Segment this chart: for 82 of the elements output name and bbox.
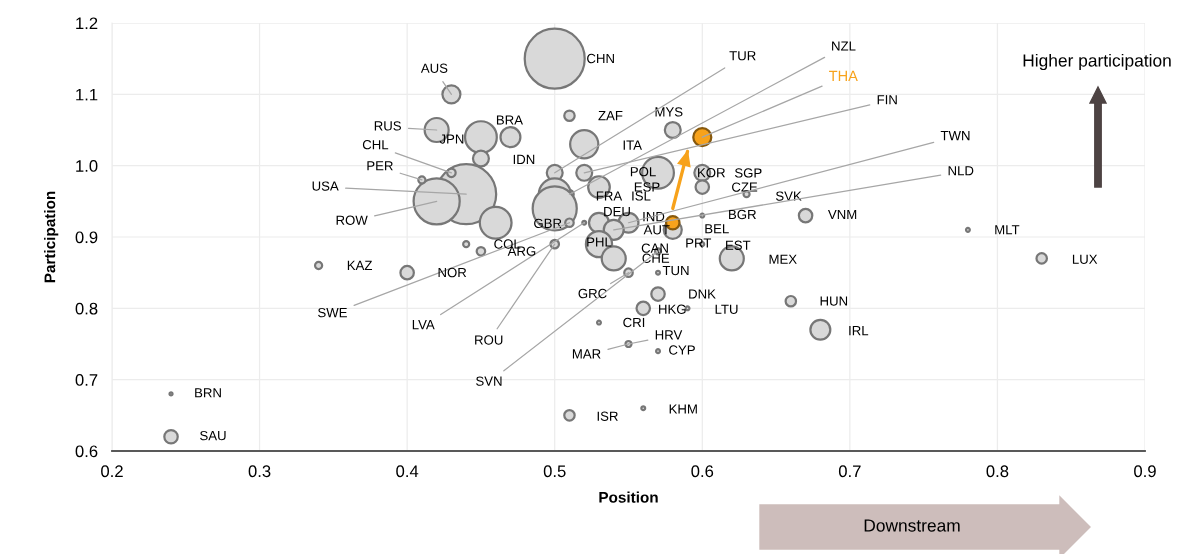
x-tick-label: 0.6 — [691, 465, 714, 478]
annotation: MEX — [769, 254, 797, 264]
annotation: FIN — [877, 95, 897, 105]
annotation: NZL — [832, 41, 856, 51]
annotation: SVK — [775, 191, 802, 201]
y-tick-label: 0.6 — [75, 445, 98, 458]
annotation: BGR — [729, 209, 756, 220]
x-tick-label: 0.5 — [543, 465, 566, 478]
annotation: GRC — [578, 288, 607, 299]
annotation: CHN — [587, 53, 614, 64]
annotation: CZE — [732, 182, 758, 192]
text: Downstream — [864, 519, 960, 532]
annotation: CRI — [623, 317, 645, 328]
annotation: THA — [829, 70, 858, 81]
annotation: DNK — [689, 289, 716, 299]
annotation: IND — [643, 212, 665, 222]
annotation: ESP — [634, 182, 660, 192]
annotation: BRA — [496, 115, 523, 125]
annotation: MLT — [995, 225, 1020, 235]
annotation: VNM — [827, 209, 857, 220]
annotation: HUN — [820, 296, 848, 306]
annotation: HKG — [659, 304, 686, 314]
annotation: LTU — [715, 304, 738, 314]
annotation: CAN — [641, 243, 668, 253]
annotation: PHL — [587, 237, 612, 247]
annotation: NLD — [948, 166, 974, 176]
x-axis-title: Position — [599, 491, 658, 503]
annotation: ROW — [336, 215, 368, 225]
annotation: KOR — [698, 168, 725, 178]
annotation: PRT — [686, 238, 712, 248]
annotation: USA — [312, 181, 339, 191]
annotation: LVA — [412, 320, 435, 330]
annotation: IDN — [513, 154, 535, 164]
annotation: TUN — [662, 266, 689, 276]
annotation: IRL — [849, 326, 869, 336]
annotation: CHE — [642, 253, 670, 263]
y-tick-label: 1.2 — [76, 17, 98, 30]
annotation: ROU — [475, 335, 503, 345]
annotation: SAU — [200, 430, 226, 441]
x-tick-label: 0.7 — [838, 465, 861, 478]
y-tick-label: 0.7 — [75, 374, 98, 386]
y-axis-title: Participation — [44, 191, 59, 283]
annotation: KHM — [669, 404, 697, 414]
annotation: MYS — [655, 107, 683, 117]
annotation: AUS — [420, 63, 448, 73]
annotation: FRA — [596, 191, 623, 201]
annotation: POL — [630, 167, 656, 177]
annotation: TUR — [729, 51, 756, 61]
x-tick-label: 0.3 — [248, 465, 271, 478]
annotation: JPN — [439, 134, 464, 144]
annotation: EST — [726, 240, 751, 250]
y-tick-label: 0.9 — [75, 231, 98, 244]
annotation: RUS — [374, 121, 401, 131]
annotation: HRV — [655, 330, 683, 340]
annotation: TWN — [940, 131, 970, 141]
annotation: KAZ — [347, 260, 373, 270]
annotation: ZAF — [598, 111, 623, 121]
x-tick-label: 0.4 — [396, 465, 419, 478]
annotation: BEL — [705, 224, 729, 234]
annotation: SGP — [734, 168, 762, 178]
x-tick-label: 0.9 — [1134, 465, 1156, 478]
annotation: Higher participation — [1023, 53, 1171, 71]
annotation: NOR — [438, 267, 467, 278]
x-tick-label: 0.8 — [986, 465, 1009, 478]
annotation: SVN — [476, 376, 502, 386]
annotation: LUX — [1072, 254, 1098, 264]
annotation: CHL — [362, 140, 389, 150]
x-tick-label: 0.2 — [101, 465, 123, 478]
y-tick-label: 0.8 — [75, 302, 98, 315]
y-tick-label: 1.1 — [76, 88, 98, 101]
annotation: GBR — [534, 218, 562, 229]
annotation: ITA — [623, 140, 642, 150]
annotation: MAR — [572, 349, 601, 359]
annotation: SWE — [318, 307, 347, 318]
y-tick-label: 1.0 — [76, 160, 98, 172]
annotation: ISL — [632, 191, 651, 201]
annotation: PER — [367, 161, 393, 171]
annotation: ISR — [597, 411, 618, 421]
annotation: CYP — [669, 345, 695, 355]
annotation: BRN — [195, 388, 221, 398]
annotation: DEU — [604, 207, 630, 217]
annotation: AUT — [643, 225, 670, 235]
